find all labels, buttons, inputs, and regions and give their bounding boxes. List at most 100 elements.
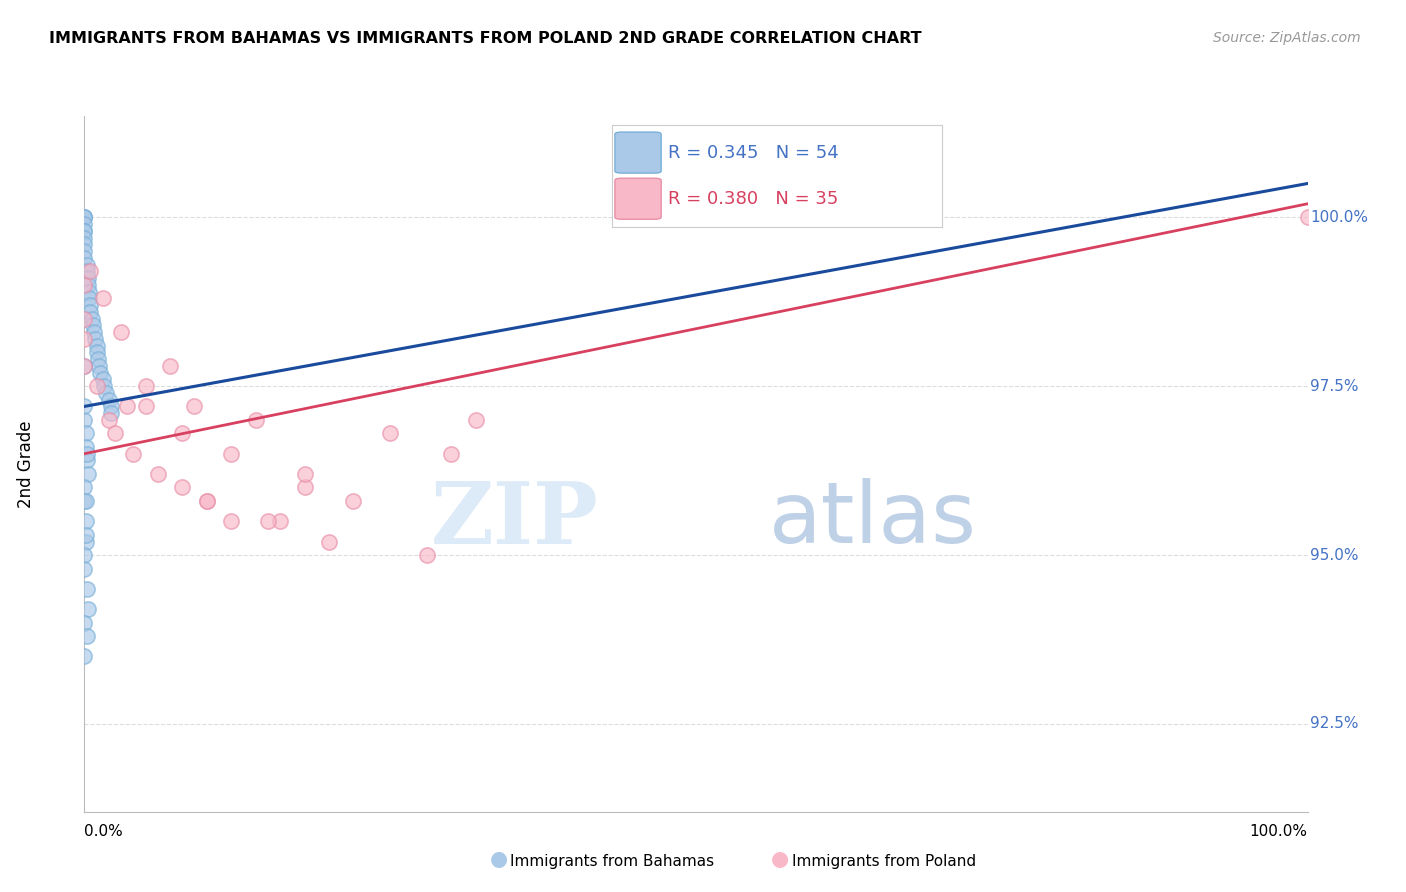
Point bbox=[75, 528, 97, 542]
Point bbox=[83, 325, 105, 339]
Point bbox=[93, 379, 115, 393]
Text: ●: ● bbox=[772, 849, 789, 869]
Text: ZIP: ZIP bbox=[430, 477, 598, 561]
Point bbox=[172, 481, 194, 495]
Point bbox=[1296, 211, 1319, 225]
Point bbox=[76, 258, 98, 272]
Point bbox=[294, 481, 316, 495]
Point bbox=[73, 224, 96, 238]
Point bbox=[73, 359, 96, 373]
Point bbox=[80, 311, 103, 326]
Point bbox=[84, 332, 107, 346]
Text: R = 0.380   N = 35: R = 0.380 N = 35 bbox=[668, 190, 838, 208]
Text: 97.5%: 97.5% bbox=[1310, 379, 1358, 393]
Point bbox=[76, 629, 98, 643]
Point bbox=[73, 649, 96, 664]
Text: Immigrants from Poland: Immigrants from Poland bbox=[792, 854, 976, 869]
Point bbox=[73, 230, 96, 244]
Point bbox=[82, 318, 104, 333]
Point bbox=[269, 514, 291, 528]
Point bbox=[86, 379, 108, 393]
Point bbox=[219, 514, 242, 528]
Point bbox=[97, 413, 120, 427]
Text: 100.0%: 100.0% bbox=[1250, 824, 1308, 838]
Point bbox=[75, 440, 97, 454]
Point bbox=[91, 372, 114, 386]
Point bbox=[96, 385, 118, 400]
Text: 2nd Grade: 2nd Grade bbox=[17, 420, 35, 508]
Point bbox=[245, 413, 267, 427]
FancyBboxPatch shape bbox=[614, 178, 661, 219]
Point bbox=[183, 400, 205, 414]
Text: 92.5%: 92.5% bbox=[1310, 716, 1358, 731]
Point bbox=[86, 338, 108, 352]
Text: 95.0%: 95.0% bbox=[1310, 548, 1358, 563]
Text: 100.0%: 100.0% bbox=[1310, 210, 1368, 225]
Text: IMMIGRANTS FROM BAHAMAS VS IMMIGRANTS FROM POLAND 2ND GRADE CORRELATION CHART: IMMIGRANTS FROM BAHAMAS VS IMMIGRANTS FR… bbox=[49, 31, 922, 46]
Point bbox=[294, 467, 316, 481]
Point bbox=[73, 211, 96, 225]
Point bbox=[146, 467, 169, 481]
Point bbox=[86, 345, 108, 359]
Point bbox=[73, 359, 96, 373]
Point bbox=[97, 392, 120, 407]
Point bbox=[77, 285, 100, 299]
Point bbox=[76, 582, 98, 596]
FancyBboxPatch shape bbox=[614, 132, 661, 173]
Point bbox=[159, 359, 181, 373]
Point bbox=[73, 211, 96, 225]
Point bbox=[75, 494, 97, 508]
Point bbox=[77, 467, 100, 481]
Point bbox=[73, 548, 96, 562]
Point bbox=[76, 447, 98, 461]
Point bbox=[73, 311, 96, 326]
Point bbox=[73, 561, 96, 575]
Text: 0.0%: 0.0% bbox=[84, 824, 124, 838]
Point bbox=[73, 615, 96, 630]
Point bbox=[73, 494, 96, 508]
Point bbox=[464, 413, 486, 427]
Point bbox=[73, 400, 96, 414]
Point bbox=[79, 305, 101, 319]
Text: atlas: atlas bbox=[769, 478, 977, 561]
Point bbox=[195, 494, 218, 508]
Point bbox=[135, 379, 157, 393]
Point bbox=[76, 453, 98, 467]
Point bbox=[135, 400, 157, 414]
Point bbox=[342, 494, 364, 508]
Point bbox=[73, 332, 96, 346]
Point bbox=[257, 514, 280, 528]
Point bbox=[380, 426, 402, 441]
Point bbox=[73, 251, 96, 265]
Point bbox=[91, 291, 114, 305]
Point bbox=[75, 514, 97, 528]
Point bbox=[75, 534, 97, 549]
Point bbox=[73, 244, 96, 258]
Point bbox=[110, 325, 132, 339]
Point bbox=[104, 426, 127, 441]
Point bbox=[76, 264, 98, 278]
Point bbox=[440, 447, 463, 461]
Point bbox=[73, 237, 96, 252]
Point bbox=[122, 447, 145, 461]
Point bbox=[100, 400, 122, 414]
Point bbox=[115, 400, 138, 414]
Point bbox=[79, 264, 101, 278]
Point bbox=[77, 271, 100, 285]
Point bbox=[77, 291, 100, 305]
Point bbox=[73, 211, 96, 225]
Point bbox=[73, 481, 96, 495]
Text: Source: ZipAtlas.com: Source: ZipAtlas.com bbox=[1213, 31, 1361, 45]
Point bbox=[195, 494, 218, 508]
Point bbox=[87, 352, 110, 367]
Point bbox=[73, 224, 96, 238]
Point bbox=[75, 426, 97, 441]
Point bbox=[79, 298, 101, 312]
Text: Immigrants from Bahamas: Immigrants from Bahamas bbox=[510, 854, 714, 869]
Point bbox=[73, 413, 96, 427]
Point bbox=[89, 366, 111, 380]
Text: ●: ● bbox=[491, 849, 508, 869]
Text: R = 0.345   N = 54: R = 0.345 N = 54 bbox=[668, 144, 838, 161]
Point bbox=[172, 426, 194, 441]
Point bbox=[77, 602, 100, 616]
